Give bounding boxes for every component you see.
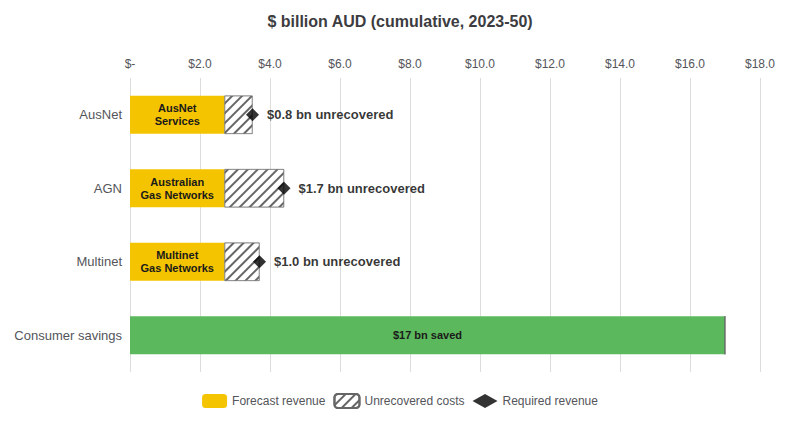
svg-text:Gas Networks: Gas Networks xyxy=(141,262,214,274)
svg-text:Gas Networks: Gas Networks xyxy=(141,189,214,201)
svg-text:AGN: AGN xyxy=(94,181,122,196)
svg-text:Multinet: Multinet xyxy=(76,254,122,269)
svg-text:$18.0: $18.0 xyxy=(745,57,775,71)
svg-text:Multinet: Multinet xyxy=(156,249,198,261)
svg-text:$1.7 bn unrecovered: $1.7 bn unrecovered xyxy=(299,181,425,196)
svg-text:AusNet: AusNet xyxy=(79,107,122,122)
svg-text:AusNet: AusNet xyxy=(158,102,197,114)
svg-text:$12.0: $12.0 xyxy=(535,57,565,71)
svg-text:$10.0: $10.0 xyxy=(465,57,495,71)
svg-text:$2.0: $2.0 xyxy=(188,57,212,71)
svg-text:Services: Services xyxy=(155,115,200,127)
svg-text:Australian: Australian xyxy=(150,176,204,188)
svg-text:Unrecovered costs: Unrecovered costs xyxy=(364,394,464,408)
svg-text:$1.0 bn unrecovered: $1.0 bn unrecovered xyxy=(274,254,400,269)
svg-text:$17 bn saved: $17 bn saved xyxy=(393,329,462,341)
svg-text:$8.0: $8.0 xyxy=(398,57,422,71)
svg-text:Forecast revenue: Forecast revenue xyxy=(232,394,326,408)
svg-text:Consumer savings: Consumer savings xyxy=(14,328,122,343)
svg-text:$16.0: $16.0 xyxy=(675,57,705,71)
svg-text:Required revenue: Required revenue xyxy=(503,394,599,408)
svg-text:$6.0: $6.0 xyxy=(328,57,352,71)
svg-text:$-: $- xyxy=(125,57,136,71)
svg-text:$0.8 bn unrecovered: $0.8 bn unrecovered xyxy=(267,107,393,122)
svg-text:$ billion AUD (cumulative, 202: $ billion AUD (cumulative, 2023-50) xyxy=(267,13,532,30)
svg-text:$14.0: $14.0 xyxy=(605,57,635,71)
svg-text:$4.0: $4.0 xyxy=(258,57,282,71)
